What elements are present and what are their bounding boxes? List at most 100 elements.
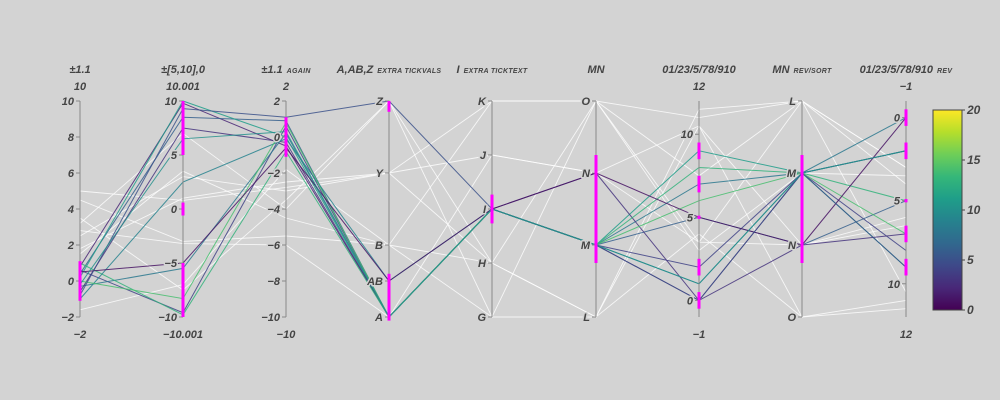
tick-label: −2 (267, 168, 280, 180)
tick-label: L (789, 96, 796, 108)
brush-range[interactable] (181, 101, 185, 156)
brush-range[interactable] (697, 292, 701, 309)
axis-title: I EXTRA TICKTEXT (457, 64, 528, 76)
axis-8: MN REV/SORT L MN O (772, 64, 832, 326)
brush-range[interactable] (697, 258, 701, 276)
axis-title: MN REV/SORT (772, 64, 832, 76)
axis-3: ±1.1 AGAIN 2 −10 2 0 −2 −4 −6 −8 −10 (260, 64, 311, 341)
colorbar-tick-label: 15 (967, 153, 981, 167)
axes: ±1.1 10 −2 10 8 6 4 2 0 −2 ±[5,10],0 10.001 −10.001 1… (60, 64, 953, 341)
colorbar-tick-label: 5 (967, 253, 974, 267)
tick-label: 10 (165, 96, 178, 108)
brush-range[interactable] (181, 202, 185, 216)
axis-title-main: I (457, 64, 461, 76)
axis-range-top: −1 (900, 81, 913, 93)
tick-label: O (787, 312, 796, 324)
tick-label: Z (375, 96, 384, 108)
tick-label: O (581, 96, 590, 108)
brush-range[interactable] (697, 215, 701, 219)
tick-label: 10 (888, 279, 901, 291)
axis-title-suffix: REV/SORT (794, 68, 832, 75)
brush-range[interactable] (697, 142, 701, 160)
tick-label: 5 (687, 212, 694, 224)
axis-title: A,AB,Z EXTRA TICKVALS (336, 64, 442, 76)
axis-title-main: MN (772, 64, 790, 76)
tick-label: 0 (68, 276, 75, 288)
brush-range[interactable] (904, 199, 908, 203)
tick-label: 10 (62, 96, 75, 108)
tick-label: −10 (158, 312, 178, 324)
tick-label: 0 (687, 295, 694, 307)
tick-label: 8 (68, 132, 75, 144)
axis-range-top: 10 (74, 81, 87, 93)
tick-label: J (480, 150, 487, 162)
brush-range[interactable] (490, 194, 494, 224)
brush-range[interactable] (904, 225, 908, 243)
axis-title-main: ±1.1 (69, 64, 90, 76)
tick-label: 0 (274, 132, 281, 144)
tick-label: B (375, 240, 383, 252)
tick-label: 10 (681, 129, 694, 141)
tick-label: −6 (267, 240, 280, 252)
axis-9: 01/23/5/78/910 REV −1 12 0 5 10 (860, 64, 953, 341)
axis-title: ±1.1 AGAIN (261, 64, 311, 76)
tick-label: 0 (894, 113, 901, 125)
tick-label: −2 (61, 312, 74, 324)
axis-range-bottom: −10.001 (163, 329, 203, 341)
brush-range[interactable] (594, 155, 598, 263)
axis-title-suffix: AGAIN (286, 68, 312, 75)
axis-range-bottom: −1 (693, 329, 706, 341)
axis-range-top: 12 (693, 81, 705, 93)
axis-6: MN O N M L (579, 64, 605, 326)
brush-range[interactable] (904, 109, 908, 126)
axis-1: ±1.1 10 −2 10 8 6 4 2 0 −2 (60, 64, 91, 341)
brush-range[interactable] (800, 155, 804, 263)
axis-range-bottom: 12 (900, 329, 912, 341)
tick-label: I (483, 204, 487, 216)
data-line (79, 131, 907, 318)
axis-title-main: ±1.1 (261, 64, 282, 76)
axis-range-top: 2 (282, 81, 289, 93)
axis-title: 01/23/5/78/910 (662, 64, 736, 76)
tick-label: N (582, 168, 591, 180)
brush-range[interactable] (284, 117, 288, 157)
colorbar-tick-label: 20 (966, 103, 981, 117)
tick-label: AB (366, 276, 383, 288)
axis-title-suffix: REV (937, 68, 953, 75)
tick-label: 2 (67, 240, 74, 252)
tick-label: G (477, 312, 486, 324)
axis-title-main: A,AB,Z (336, 64, 375, 76)
tick-label: 2 (273, 96, 280, 108)
axis-range-bottom: −2 (74, 329, 87, 341)
context-line (79, 100, 907, 255)
axis-title-suffix: EXTRA TICKVALS (377, 68, 441, 75)
axis-2: ±[5,10],0 10.001 −10.001 10 5 0 −5 −10 (157, 64, 206, 341)
tick-label: K (478, 96, 487, 108)
axis-range-top: 10.001 (166, 81, 200, 93)
brush-range[interactable] (387, 101, 391, 112)
tick-label: L (583, 312, 590, 324)
tick-label: M (581, 240, 591, 252)
tick-label: 0 (171, 204, 178, 216)
brush-range[interactable] (78, 261, 82, 301)
tick-label: −10 (261, 312, 281, 324)
data-line (79, 150, 907, 318)
axis-title: ±1.1 (69, 64, 90, 76)
colorbar: 0 5 10 15 20 (932, 103, 981, 317)
axis-range-bottom: −10 (277, 329, 297, 341)
tick-label: N (788, 240, 797, 252)
brush-range[interactable] (181, 262, 185, 317)
axis-title: MN (587, 64, 605, 76)
context-line (79, 100, 907, 264)
axis-title-main: MN (587, 64, 605, 76)
brush-range[interactable] (387, 273, 391, 321)
axis-title: ±[5,10],0 (161, 64, 206, 76)
axis-title-main: 01/23/5/78/910 (860, 64, 934, 76)
brush-range[interactable] (697, 175, 701, 193)
tick-label: H (478, 258, 487, 270)
brush-range[interactable] (904, 142, 908, 160)
brush-range[interactable] (904, 258, 908, 276)
axis-title-suffix: EXTRA TICKTEXT (464, 68, 528, 75)
